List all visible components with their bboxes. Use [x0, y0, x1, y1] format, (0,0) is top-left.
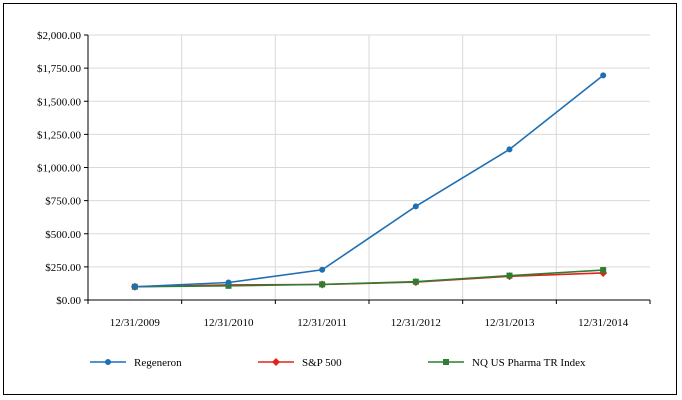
y-tick-label: $0.00 [56, 295, 81, 307]
y-tick-label: $1,750.00 [37, 63, 82, 75]
legend-swatch-marker [105, 359, 111, 365]
y-tick-labels: $0.00 $250.00 $500.00 $750.00 $1,000.00 $1,25… [37, 30, 82, 307]
grid-lines [88, 34, 650, 300]
y-tick-label: $1,000.00 [37, 163, 82, 175]
data-point-nq-us-pharma-tr-index [506, 272, 513, 279]
legend-label: Regeneron [134, 357, 182, 369]
data-point-regeneron [506, 146, 513, 153]
legend-label: S&P 500 [302, 357, 342, 369]
series-regeneron [131, 72, 607, 290]
legend-swatch-marker [272, 358, 280, 366]
x-tick-label: 12/31/2010 [203, 317, 254, 329]
legend-item-nq-us-pharma-tr-index: NQ US Pharma TR Index [428, 357, 586, 369]
data-point-regeneron [319, 266, 326, 273]
x-tick-label: 12/31/2013 [484, 317, 535, 329]
data-point-nq-us-pharma-tr-index [600, 267, 607, 274]
x-tick-label: 12/31/2012 [391, 317, 441, 329]
series-lines [130, 72, 608, 291]
legend-label: NQ US Pharma TR Index [472, 357, 586, 369]
data-point-regeneron [225, 279, 232, 286]
data-point-regeneron [131, 283, 138, 290]
data-point-nq-us-pharma-tr-index [225, 282, 232, 289]
data-point-regeneron [412, 203, 419, 210]
y-tick-label: $1,250.00 [37, 129, 82, 141]
legend-item-s-p-500: S&P 500 [258, 357, 342, 369]
data-point-regeneron [600, 72, 607, 79]
y-tick-label: $500.00 [45, 229, 81, 241]
x-tick-label: 12/31/2014 [578, 317, 629, 329]
y-tick-label: $750.00 [45, 196, 81, 208]
legend: Regeneron S&P 500 NQ US Pharma TR Index [90, 357, 586, 369]
x-tick-labels: 12/31/2009 12/31/2010 12/31/2011 12/31/2012… [110, 317, 629, 329]
x-tick-label: 12/31/2011 [297, 317, 347, 329]
data-point-nq-us-pharma-tr-index [319, 281, 326, 288]
axes [84, 34, 651, 304]
y-tick-label: $250.00 [45, 262, 81, 274]
legend-swatch-marker [443, 359, 449, 365]
series-line-regeneron [134, 74, 604, 288]
y-tick-label: $2,000.00 [37, 30, 82, 42]
y-tick-label: $1,500.00 [37, 96, 82, 108]
x-tick-label: 12/31/2009 [110, 317, 161, 329]
data-point-nq-us-pharma-tr-index [412, 278, 419, 285]
series-line-nq-us-pharma-tr-index [134, 269, 604, 288]
legend-item-regeneron: Regeneron [90, 357, 182, 369]
